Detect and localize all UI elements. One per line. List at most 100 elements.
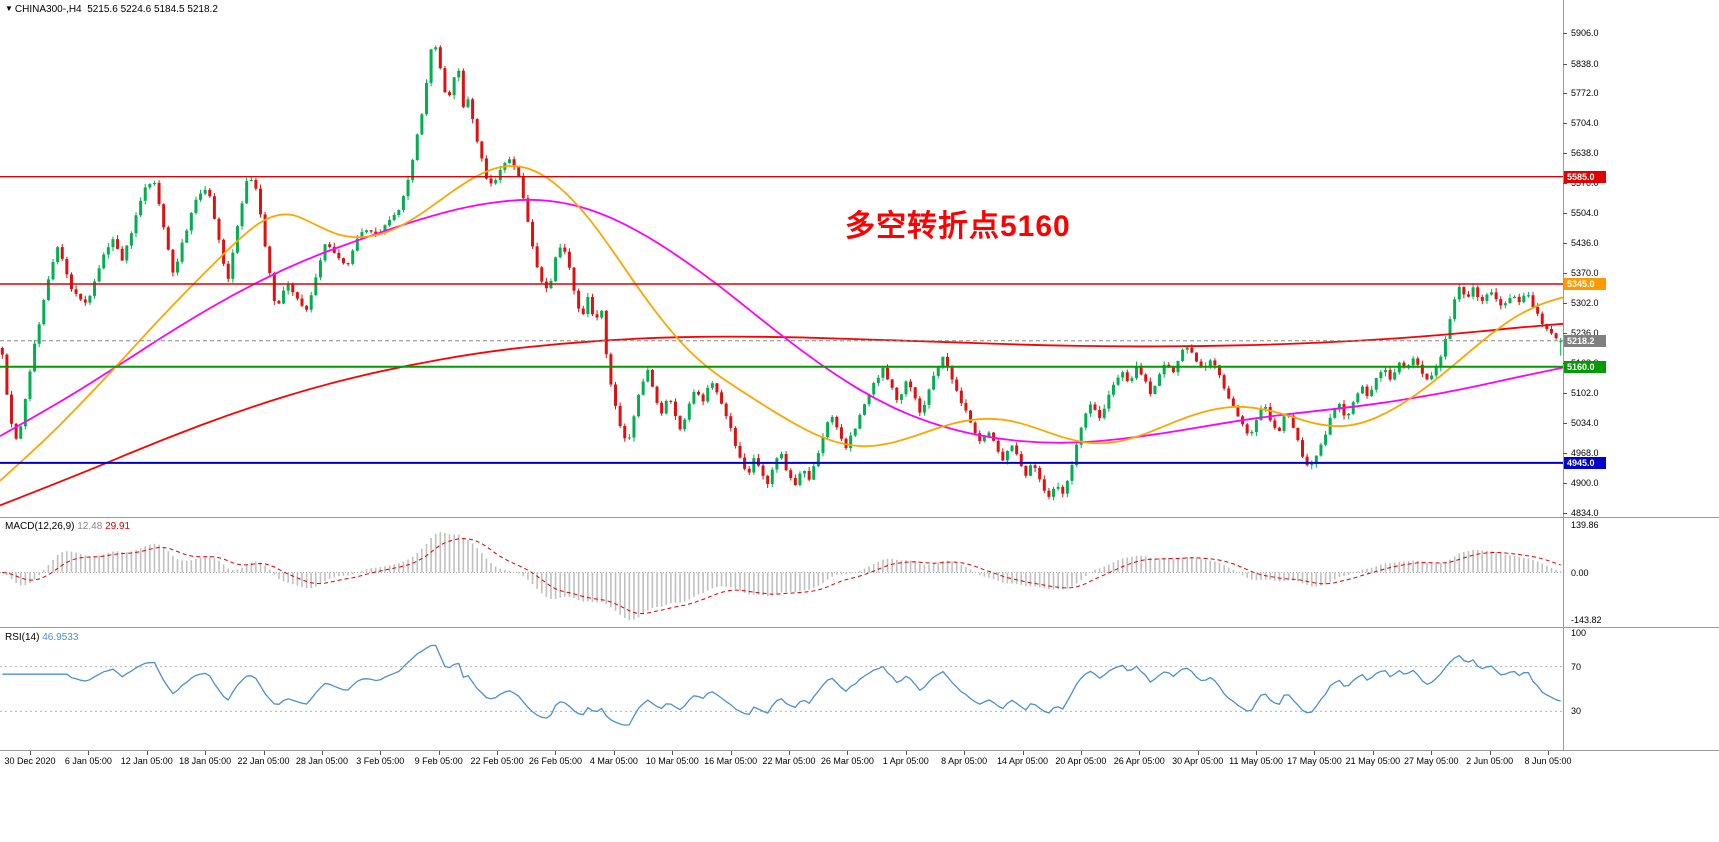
price-tick-label: 5504.0: [1571, 207, 1599, 218]
time-tick-label: 22 Mar 05:00: [762, 756, 816, 766]
level-badge-5160.0: 5160.0: [1564, 360, 1606, 373]
price-tick: [1563, 483, 1567, 484]
time-tick: [1139, 751, 1141, 755]
time-tick-label: 26 Feb 05:00: [528, 756, 582, 766]
level-badge-5345.0: 5345.0: [1564, 277, 1606, 290]
time-tick: [380, 751, 382, 755]
macd-axis-max: 139.86: [1571, 520, 1599, 530]
rsi-indicator-label: RSI(14) 46.9533: [5, 632, 78, 643]
price-tick: [1563, 123, 1567, 125]
ohlc-open: 5215.6: [87, 4, 118, 15]
current-price-badge: 5218.2: [1564, 334, 1606, 347]
time-tick: [964, 751, 966, 755]
time-tick: [1197, 751, 1199, 755]
macd-panel-canvas[interactable]: [0, 518, 1563, 627]
time-tick-label: 14 Apr 05:00: [997, 756, 1049, 766]
rsi-line: [2, 644, 1561, 726]
price-tick-label: 5102.0: [1571, 387, 1599, 398]
time-tick: [1489, 751, 1491, 755]
rsi-axis-30: 30: [1571, 706, 1582, 717]
time-axis[interactable]: 30 Dec 2020 6 Jan 05:00 12 Jan 05:00 18 Jan…: [0, 750, 1719, 774]
chart-quick-menu-icon[interactable]: ▼: [5, 4, 13, 13]
price-tick-label: 5302.0: [1571, 298, 1599, 309]
time-tick-label: 11 May 05:00: [1229, 756, 1283, 766]
time-tick-label: 3 Feb 05:00: [356, 756, 405, 766]
symbol-label: CHINA300-,H4: [14, 4, 82, 15]
time-tick-label: 22 Jan 05:00: [237, 756, 290, 766]
price-tick-label: 4834.0: [1571, 507, 1599, 518]
price-tick-label: 5638.0: [1571, 147, 1599, 158]
time-tick: [847, 751, 849, 755]
price-tick: [1563, 152, 1567, 154]
time-tick: [1080, 751, 1082, 755]
time-tick: [321, 751, 323, 755]
time-tick-label: 22 Feb 05:00: [470, 756, 524, 766]
time-tick-label: 1 Apr 05:00: [882, 756, 929, 766]
rsi-panel-canvas[interactable]: [0, 628, 1563, 750]
price-tick: [1563, 33, 1567, 35]
macd-axis-zero: 0.00: [1571, 567, 1589, 578]
macd-main-value: 12.48: [77, 521, 103, 532]
time-tick: [613, 751, 615, 755]
price-tick: [1563, 392, 1567, 394]
price-tick: [1563, 243, 1567, 245]
ma-fast-line: [0, 165, 1563, 482]
time-tick-label: 8 Jun 05:00: [1524, 756, 1572, 766]
symbol-ohlc-header: ▼ CHINA300-,H4 5215.6 5224.6 5184.5 5218.…: [5, 4, 218, 15]
price-tick-label: 5772.0: [1571, 88, 1599, 99]
time-tick-label: 6 Jan 05:00: [64, 756, 112, 766]
price-tick: [1563, 423, 1567, 425]
time-tick-label: 16 Mar 05:00: [704, 756, 758, 766]
price-tick-label: 5704.0: [1571, 118, 1599, 129]
price-tick: [1563, 332, 1567, 334]
time-tick-label: 9 Feb 05:00: [414, 756, 463, 766]
price-tick-label: 5236.0: [1571, 327, 1599, 338]
price-tick-label: 5906.0: [1571, 28, 1599, 39]
ohlc-close: 5218.2: [187, 4, 218, 15]
ohlc-high: 5224.6: [120, 4, 152, 15]
time-tick: [905, 751, 907, 755]
price-tick-label: 5570.0: [1571, 178, 1599, 189]
macd-name: MACD(12,26,9): [5, 521, 75, 532]
time-tick-label: 27 May 05:00: [1403, 756, 1459, 766]
macd-signal-line: [2, 538, 1561, 615]
time-tick-label: 30 Dec 2020: [4, 756, 56, 766]
panel-separator[interactable]: [0, 627, 1719, 628]
price-axis-separator: [1563, 0, 1564, 750]
chart-annotation-text[interactable]: 多空转折点5160: [845, 210, 1071, 243]
time-axis-separator: [0, 750, 1719, 751]
time-tick: [146, 751, 148, 755]
time-tick: [205, 751, 207, 755]
time-tick-label: 17 May 05:00: [1287, 756, 1342, 766]
price-axis[interactable]: 5906.0 5838.0 5772.0 5704.0 5638.0 5570.0 5504…: [1563, 0, 1719, 751]
time-tick: [1431, 751, 1433, 755]
price-tick: [1563, 512, 1567, 514]
time-tick-label: 8 Apr 05:00: [941, 756, 988, 766]
time-tick: [789, 751, 790, 755]
time-tick-label: 20 Apr 05:00: [1055, 756, 1107, 766]
ma-slow-line: [0, 322, 1563, 507]
price-tick: [1563, 212, 1567, 214]
level-badge-5585.0: 5585.0: [1564, 170, 1606, 183]
time-tick: [438, 751, 440, 755]
time-tick-label: 4 Mar 05:00: [589, 756, 638, 766]
price-tick: [1563, 183, 1567, 185]
time-tick-label: 26 Apr 05:00: [1113, 756, 1165, 766]
ohlc-low: 5184.5: [153, 4, 185, 15]
macd-axis-min: -143.82: [1571, 615, 1602, 625]
time-tick-label: 18 Jan 05:00: [179, 756, 232, 766]
time-tick: [30, 751, 31, 755]
price-tick: [1563, 452, 1567, 454]
time-tick: [672, 751, 674, 755]
macd-histogram: [6, 532, 1562, 620]
time-tick-label: 21 May 05:00: [1345, 756, 1401, 766]
time-tick-label: 10 Mar 05:00: [645, 756, 699, 766]
price-tick-label: 4968.0: [1571, 447, 1599, 458]
rsi-axis-100: 100: [1571, 628, 1587, 638]
price-tick: [1563, 272, 1567, 274]
time-tick-label: 28 Jan 05:00: [295, 756, 348, 766]
panel-separator[interactable]: [0, 517, 1719, 518]
time-tick-label: 26 Mar 05:00: [820, 756, 874, 766]
level-badge-4945.0: 4945.0: [1564, 456, 1606, 469]
price-chart-canvas[interactable]: [0, 0, 1563, 517]
